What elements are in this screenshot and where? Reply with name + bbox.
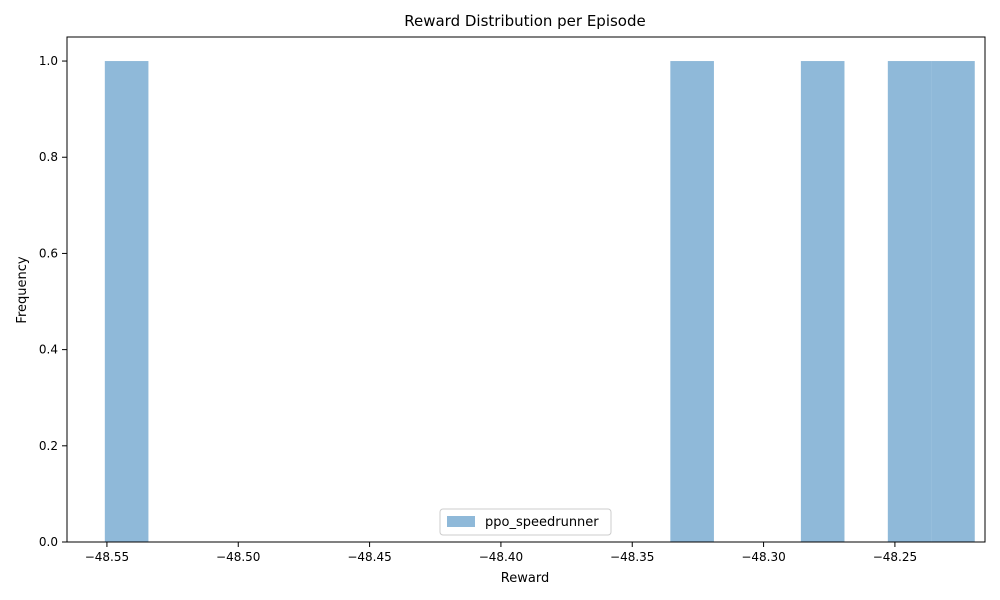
x-tick-label: −48.40	[479, 550, 523, 564]
y-tick-label: 0.2	[39, 439, 58, 453]
x-tick-label: −48.35	[610, 550, 654, 564]
y-tick-label: 1.0	[39, 54, 58, 68]
histogram-bar	[104, 61, 149, 543]
y-tick-label: 0.4	[39, 343, 58, 357]
histogram-bar	[670, 61, 714, 543]
x-tick-label: −48.50	[216, 550, 260, 564]
legend-frame	[439, 508, 612, 536]
x-tick-label: −48.30	[741, 550, 785, 564]
x-axis-label: Reward	[501, 571, 549, 586]
y-axis-label: Frequency	[15, 256, 30, 323]
bars-layer	[104, 61, 975, 543]
x-tick-label: −48.55	[85, 550, 129, 564]
x-tick-label: −48.45	[347, 550, 391, 564]
y-axis: 0.0 0.2 0.4 0.6 0.8 1.0	[39, 54, 67, 549]
legend-swatch	[447, 516, 475, 527]
legend-label: ppo_speedrunner	[485, 515, 599, 530]
x-tick-label: −48.25	[873, 550, 917, 564]
chart-title: Reward Distribution per Episode	[404, 12, 646, 30]
histogram-bar	[800, 61, 845, 543]
plot-frame	[66, 36, 986, 543]
y-tick-label: 0.0	[39, 535, 58, 549]
x-axis: −48.55 −48.50 −48.45 −48.40 −48.35 −48.30 −48.…	[85, 542, 917, 564]
y-tick-label: 0.8	[39, 150, 58, 164]
y-tick-label: 0.6	[39, 246, 58, 260]
histogram-bar	[931, 61, 975, 543]
legend: ppo_speedrunner	[439, 508, 612, 536]
histogram-bar	[887, 61, 932, 543]
